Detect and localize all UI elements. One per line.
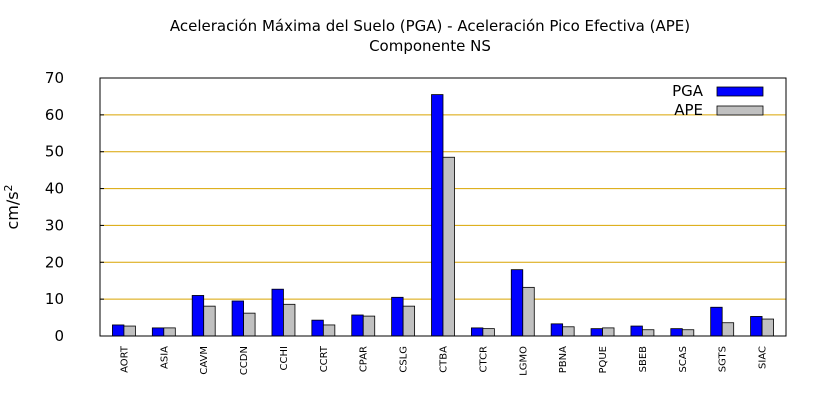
bar-ape-sbeb [642, 329, 655, 337]
x-category-label: CPAR [359, 346, 370, 372]
legend-label-pga: PGA [672, 82, 704, 100]
x-category-label: CAVM [199, 346, 210, 375]
y-tick-label: 70 [45, 69, 64, 87]
bar-ape-asia [163, 327, 176, 337]
bar-pga-ccrt [311, 319, 324, 337]
y-axis-label: cm/s2 [2, 184, 22, 229]
bar-marks [112, 94, 774, 337]
x-axis-category-labels: AORT ASIA CAVM CCDN CCHI CCRT CPAR CSLG CTBA CTCR… [119, 345, 768, 376]
bar-pga-pbna [550, 323, 564, 337]
bar-pga-scas [670, 328, 683, 337]
y-tick-label: 30 [45, 216, 64, 234]
bar-ape-lgmo [522, 286, 535, 337]
y-tick-label: 0 [54, 327, 64, 345]
bar-ape-cavm [203, 305, 216, 337]
bar-ape-pbna [562, 326, 575, 337]
legend-swatch-pga [716, 86, 764, 97]
y-tick-label: 60 [45, 106, 64, 124]
bar-pga-cavm [191, 295, 205, 337]
plot-frame [99, 77, 787, 337]
bar-ape-ctcr [482, 328, 495, 337]
y-axis-ticks: 0 10 20 30 40 50 60 70 [45, 69, 64, 345]
bar-ape-sgts [721, 322, 735, 337]
bar-pga-sgts [710, 306, 723, 337]
legend-swatch-ape [716, 105, 764, 116]
bar-pga-siac [750, 316, 763, 337]
bar-pga-ctcr [470, 327, 484, 337]
x-category-label: CSLG [399, 346, 410, 373]
bar-ape-pque [602, 327, 615, 337]
y-tick-label: 40 [45, 180, 64, 198]
x-category-label: CTCR [478, 346, 489, 372]
x-category-label: LGMO [518, 346, 529, 376]
y-tick-label: 20 [45, 253, 64, 271]
x-category-label: PQUE [598, 346, 609, 374]
x-category-label: PBNA [558, 346, 569, 373]
bar-ape-cchi [283, 303, 296, 337]
bar-ape-ctba [442, 156, 455, 337]
y-axis-label-unit: cm/s [3, 191, 22, 229]
bar-pga-aort [112, 324, 125, 337]
chart-subtitle: Componente NS [369, 37, 491, 55]
legend-label-ape: APE [674, 101, 703, 119]
bar-pga-cpar [351, 314, 364, 337]
x-category-label: CTBA [439, 346, 450, 373]
bar-pga-cchi [271, 288, 284, 337]
x-category-label: ASIA [159, 346, 170, 369]
bar-ape-ccdn [243, 312, 256, 337]
x-category-label: CCRT [319, 345, 330, 372]
bar-pga-pque [590, 328, 603, 337]
y-tick-label: 50 [45, 143, 64, 161]
bar-ape-siac [761, 318, 774, 337]
bar-ape-scas [681, 329, 695, 337]
bar-ape-ccrt [322, 324, 336, 337]
bar-ape-aort [123, 325, 136, 337]
x-category-label: SBEB [638, 346, 649, 373]
bar-pga-ccdn [231, 300, 244, 337]
x-category-label: SIAC [758, 346, 769, 369]
bar-pga-asia [151, 327, 165, 337]
y-tick-label: 10 [45, 290, 64, 308]
x-category-label: SCAS [678, 346, 689, 373]
plot-border [99, 77, 787, 337]
bar-pga-cslg [391, 296, 404, 337]
bar-pga-sbeb [630, 325, 643, 337]
x-category-label: SGTS [718, 346, 729, 372]
x-category-label: CCHI [279, 346, 290, 370]
x-category-label: AORT [119, 345, 130, 373]
bar-ape-cpar [362, 315, 376, 337]
chart-title: Aceleración Máxima del Suelo (PGA) - Ace… [170, 17, 690, 35]
bar-ape-cslg [402, 305, 416, 337]
bar-pga-ctba [431, 94, 444, 337]
bar-pga-lgmo [510, 269, 524, 337]
x-category-label: CCDN [239, 346, 250, 375]
y-axis-label-exponent: 2 [2, 184, 15, 191]
